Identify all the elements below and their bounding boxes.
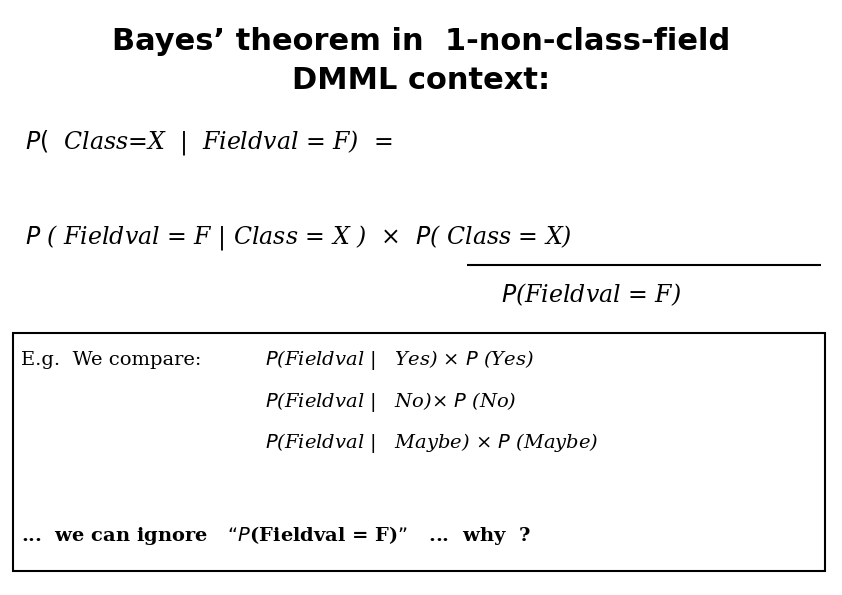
Text: $P$(Fieldval = F): $P$(Fieldval = F) xyxy=(501,281,681,308)
Text: $P($  Class=X  |  Fieldval = F)  =: $P($ Class=X | Fieldval = F) = xyxy=(25,129,392,157)
Text: $P$(Fieldval |   Maybe) × $P$ (Maybe): $P$(Fieldval | Maybe) × $P$ (Maybe) xyxy=(265,431,599,455)
Text: $P$ ( Fieldval = F | Class = X )  ×  $P$( Class = X): $P$ ( Fieldval = F | Class = X ) × $P$( … xyxy=(25,224,573,252)
FancyBboxPatch shape xyxy=(13,333,825,571)
Text: $P$(Fieldval |   Yes) × $P$ (Yes): $P$(Fieldval | Yes) × $P$ (Yes) xyxy=(265,348,535,372)
Text: ...  we can ignore   “$P$(Fieldval = F)”   ...  why  ?: ... we can ignore “$P$(Fieldval = F)” ..… xyxy=(21,524,530,547)
Text: DMML context:: DMML context: xyxy=(292,66,550,95)
Text: $P$(Fieldval |   No)× $P$ (No): $P$(Fieldval | No)× $P$ (No) xyxy=(265,390,517,414)
Text: Bayes’ theorem in  1-non-class-field: Bayes’ theorem in 1-non-class-field xyxy=(112,27,730,56)
Text: E.g.  We compare:: E.g. We compare: xyxy=(21,351,201,369)
